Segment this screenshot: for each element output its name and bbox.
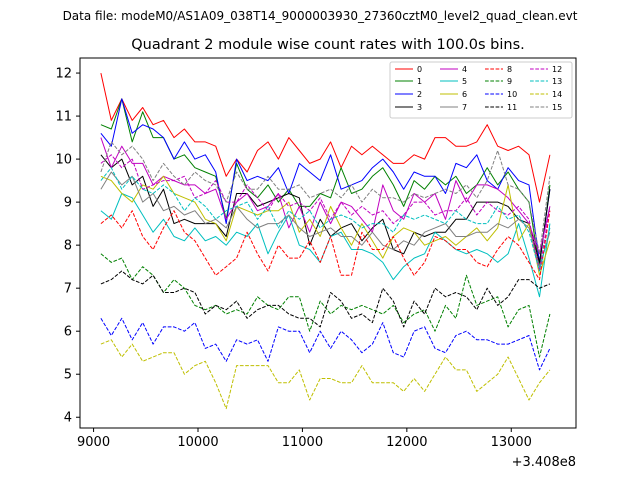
x-tick-label: 13000 — [491, 435, 532, 450]
legend-label-1: 1 — [417, 77, 422, 86]
legend-label-10: 10 — [507, 90, 517, 99]
y-tick-label: 12 — [55, 67, 72, 82]
series-line-10 — [100, 317, 551, 371]
legend-label-12: 12 — [552, 65, 562, 74]
legend-label-15: 15 — [552, 103, 562, 112]
legend-label-5: 5 — [462, 77, 467, 86]
x-tick-label: 11000 — [282, 435, 323, 450]
legend-label-7: 7 — [462, 103, 467, 112]
y-tick-label: 9 — [64, 196, 72, 211]
legend-label-4: 4 — [462, 65, 467, 74]
series-layer — [100, 72, 551, 410]
series-line-3 — [100, 154, 551, 263]
y-tick-label: 11 — [55, 110, 72, 125]
y-tick-label: 4 — [64, 411, 72, 426]
series-line-6 — [100, 175, 551, 276]
series-line-1 — [100, 98, 551, 268]
y-tick-label: 5 — [64, 368, 72, 383]
legend-label-2: 2 — [417, 90, 422, 99]
series-line-0 — [100, 72, 551, 203]
series-line-8 — [100, 210, 551, 281]
series-line-4 — [100, 137, 551, 255]
legend-label-14: 14 — [552, 90, 562, 99]
series-line-7 — [100, 171, 551, 268]
legend-label-9: 9 — [507, 77, 512, 86]
legend-label-11: 11 — [507, 103, 517, 112]
y-tick-label: 8 — [64, 239, 72, 254]
x-offset-label: +3.408e8 — [512, 455, 576, 470]
legend-label-3: 3 — [417, 103, 422, 112]
series-line-13 — [100, 167, 551, 272]
series-line-11 — [100, 270, 551, 328]
series-line-15 — [100, 141, 551, 255]
x-axis: 9000 10000 11000 12000 13000 — [77, 428, 532, 450]
y-tick-label: 6 — [64, 325, 72, 340]
y-axis: 4 5 6 7 8 9 10 11 12 — [55, 67, 80, 426]
x-tick-label: 10000 — [177, 435, 218, 450]
y-tick-label: 10 — [55, 153, 72, 168]
legend-label-0: 0 — [417, 65, 422, 74]
series-line-9 — [100, 253, 551, 358]
series-line-5 — [100, 193, 551, 298]
series-line-14 — [100, 339, 551, 410]
legend-label-13: 13 — [552, 77, 562, 86]
legend-frame — [389, 61, 573, 119]
series-line-12 — [100, 154, 551, 272]
figure-suptitle: Data file: modeM0/AS1A09_038T14_90000039… — [63, 9, 578, 23]
y-tick-label: 7 — [64, 282, 72, 297]
x-tick-label: 12000 — [386, 435, 427, 450]
legend-label-8: 8 — [507, 65, 512, 74]
series-line-2 — [100, 98, 551, 263]
axes-frame — [79, 57, 577, 429]
chart-title: Quadrant 2 module wise count rates with … — [131, 37, 525, 53]
x-tick-label: 9000 — [77, 435, 110, 450]
legend-label-6: 6 — [462, 90, 467, 99]
